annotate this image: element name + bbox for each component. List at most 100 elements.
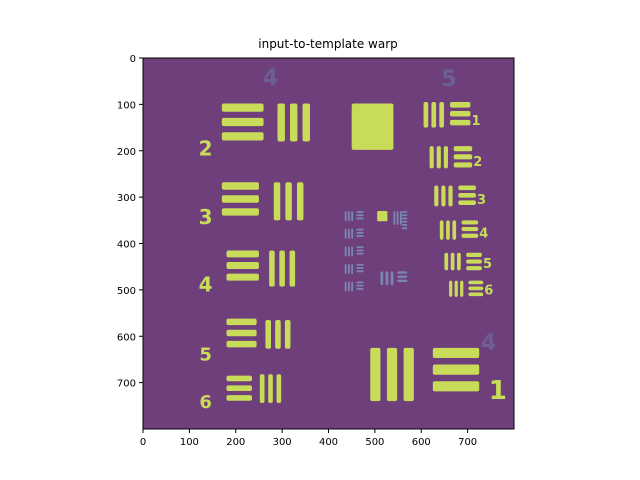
horizontal-bar <box>401 214 408 217</box>
vertical-bar <box>290 103 298 142</box>
group-number-label: 1 <box>489 376 507 406</box>
vertical-bar <box>452 220 457 240</box>
vertical-bar <box>268 374 273 404</box>
vertical-bar <box>344 246 347 257</box>
horizontal-bar <box>461 233 479 238</box>
vertical-bar <box>439 102 444 128</box>
horizontal-bar <box>356 211 364 213</box>
y-tick-label: 300 <box>117 193 136 204</box>
horizontal-bar <box>401 224 408 226</box>
group-number-label: 4 <box>481 331 496 356</box>
horizontal-bar <box>221 195 259 203</box>
horizontal-bar <box>401 220 408 223</box>
horizontal-bar <box>466 252 482 257</box>
horizontal-bar <box>450 102 471 108</box>
vertical-bar <box>385 271 389 286</box>
horizontal-bar <box>432 364 480 375</box>
group-number-label: 6 <box>484 284 493 299</box>
group-number-label: 3 <box>477 193 486 208</box>
group-number-label: 5 <box>441 67 456 92</box>
horizontal-bar <box>458 200 476 206</box>
vertical-bar <box>265 320 271 349</box>
vertical-bar <box>296 182 304 221</box>
horizontal-bar <box>466 259 482 264</box>
horizontal-bar <box>458 192 476 198</box>
group-number-label: 2 <box>199 136 213 160</box>
horizontal-bar <box>401 217 408 220</box>
horizontal-bar <box>356 270 364 273</box>
vertical-bar <box>439 220 444 240</box>
x-axis: 0 100 200 300 400 500 600 700 <box>140 429 477 448</box>
vertical-bar <box>347 211 350 222</box>
vertical-bar <box>351 211 354 222</box>
horizontal-bar <box>356 284 364 287</box>
horizontal-bar <box>221 208 259 216</box>
horizontal-bar <box>356 281 364 284</box>
x-tick-label: 600 <box>412 437 431 448</box>
vertical-bar <box>423 102 429 128</box>
vertical-bar <box>370 347 381 402</box>
vertical-bar <box>436 146 441 169</box>
horizontal-bar <box>356 288 364 290</box>
y-axis: 0 100 200 300 400 500 600 700 <box>117 54 143 390</box>
vertical-bar <box>347 281 350 292</box>
horizontal-bar <box>453 146 473 152</box>
horizontal-bar <box>397 275 408 278</box>
x-tick-label: 0 <box>140 437 146 448</box>
group-number-label: 5 <box>483 257 492 272</box>
vertical-bar <box>454 280 458 297</box>
x-tick-label: 400 <box>319 437 338 448</box>
vertical-bar <box>386 347 398 402</box>
vertical-bar <box>344 228 347 239</box>
horizontal-bar <box>226 375 252 382</box>
vertical-bar <box>289 250 296 287</box>
vertical-bar <box>429 146 434 169</box>
horizontal-bar <box>461 220 479 225</box>
horizontal-bar <box>458 185 476 191</box>
x-tick-label: 500 <box>365 437 384 448</box>
group-number-label: 4 <box>263 66 278 91</box>
x-tick-label: 300 <box>273 437 292 448</box>
vertical-bar <box>284 320 291 349</box>
horizontal-bar <box>356 252 364 255</box>
horizontal-bar <box>221 117 264 127</box>
vertical-bar <box>460 280 464 297</box>
vertical-bar <box>344 263 347 275</box>
vertical-bar <box>277 103 285 142</box>
horizontal-bar <box>356 249 364 252</box>
horizontal-bar <box>461 226 479 232</box>
y-tick-label: 500 <box>117 286 136 297</box>
vertical-bar <box>449 280 453 297</box>
horizontal-bar <box>226 318 257 326</box>
vertical-bar <box>351 228 354 239</box>
horizontal-bar <box>226 395 252 401</box>
horizontal-bar <box>356 267 364 270</box>
vertical-bar <box>441 185 446 207</box>
vertical-bar <box>279 250 285 287</box>
horizontal-bar <box>356 263 364 266</box>
vertical-bar <box>273 182 281 221</box>
horizontal-bar <box>453 154 473 160</box>
y-tick-label: 700 <box>117 379 136 390</box>
vertical-bar <box>351 281 354 292</box>
vertical-bar <box>276 374 282 404</box>
vertical-bar <box>347 228 350 239</box>
horizontal-bar <box>468 292 484 297</box>
horizontal-bar <box>468 286 484 291</box>
horizontal-bar <box>356 246 364 249</box>
horizontal-bar <box>226 250 259 258</box>
horizontal-bar <box>226 262 259 270</box>
vertical-bar <box>431 102 437 128</box>
small-square <box>377 211 388 222</box>
horizontal-bar <box>397 271 408 274</box>
vertical-bar <box>450 252 455 271</box>
horizontal-bar <box>356 214 364 217</box>
horizontal-bar <box>356 217 364 220</box>
vertical-bar <box>302 103 310 142</box>
vertical-bar <box>344 281 347 292</box>
vertical-bar <box>347 263 350 275</box>
vertical-bar <box>403 347 414 402</box>
horizontal-bar <box>356 235 364 238</box>
horizontal-bar <box>356 231 364 234</box>
horizontal-bar <box>432 347 480 359</box>
